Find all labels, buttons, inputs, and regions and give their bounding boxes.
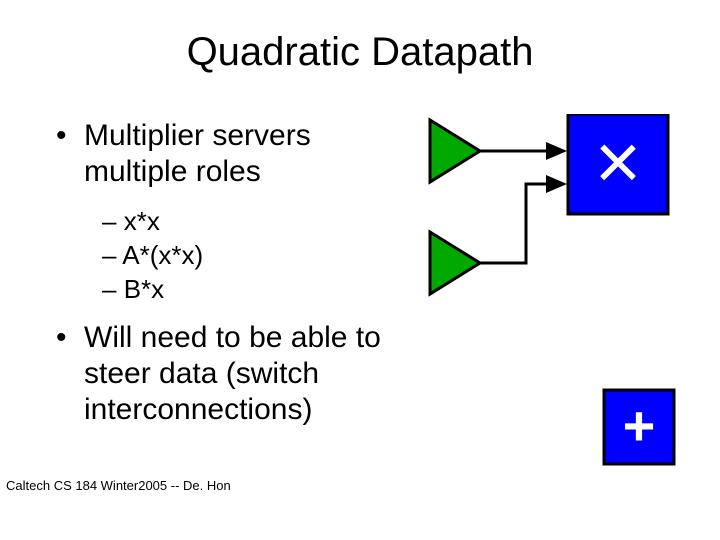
dash-icon: – [102, 206, 116, 236]
dash-icon: – [102, 274, 116, 304]
bullet-steer-data: •Will need to be able to steer data (swi… [56, 320, 414, 428]
bullet-text: Multiplier servers multiple roles [84, 118, 414, 190]
slide: Quadratic Datapath •Multiplier servers m… [0, 0, 720, 540]
adder-block: + [604, 390, 674, 464]
subbullet-axx: – A*(x*x) [102, 240, 203, 271]
bullet-text: Will need to be able to steer data (swit… [84, 320, 414, 428]
wire-mux2-to-mult [480, 184, 564, 263]
subbullet-text: B*x [124, 274, 164, 304]
mux1-icon [430, 120, 480, 182]
subbullet-text: A*(x*x) [122, 240, 203, 270]
plus-symbol-icon: + [623, 394, 656, 457]
bullet-dot-icon: • [56, 118, 84, 154]
subbullet-xx: – x*x [102, 206, 160, 237]
multiply-symbol-icon: × [595, 117, 642, 206]
dash-icon: – [102, 240, 116, 270]
multiplier-block: × [568, 114, 668, 214]
subbullet-bx: – B*x [102, 274, 164, 305]
subbullet-text: x*x [124, 206, 160, 236]
mux2-icon [430, 232, 480, 294]
slide-title: Quadratic Datapath [0, 30, 720, 75]
datapath-diagram: × + [418, 114, 708, 494]
footer-text: Caltech CS 184 Winter2005 -- De. Hon [6, 478, 231, 493]
bullet-dot-icon: • [56, 320, 84, 356]
bullet-multiplier-roles: •Multiplier servers multiple roles [56, 118, 414, 190]
